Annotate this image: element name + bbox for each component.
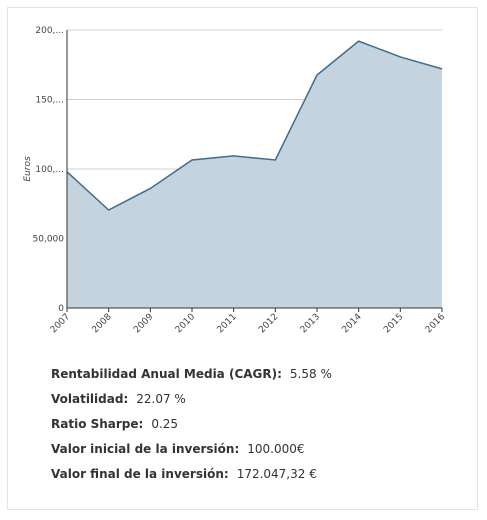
y-axis-label: Euros (23, 156, 33, 182)
y-tick-label: 150,... (35, 96, 64, 106)
stat-label: Ratio Sharpe: (51, 417, 144, 431)
x-tick-label: 2007 (49, 312, 72, 335)
x-tick-label: 2013 (299, 312, 322, 335)
x-tick-label: 2012 (257, 312, 280, 335)
y-tick-label: 200,... (35, 26, 64, 36)
x-tick-label: 2015 (382, 312, 405, 335)
y-tick-label: 0 (58, 304, 64, 314)
stat-row: Valor inicial de la inversión: 100.000€ (51, 439, 332, 464)
stat-label: Rentabilidad Anual Media (CAGR): (51, 367, 282, 381)
x-tick-label: 2016 (424, 312, 447, 335)
stat-row: Rentabilidad Anual Media (CAGR): 5.58 % (51, 364, 332, 389)
stat-row: Valor final de la inversión: 172.047,32 € (51, 464, 332, 489)
stat-row: Ratio Sharpe: 0.25 (51, 414, 332, 439)
x-tick-label: 2008 (91, 312, 114, 335)
stat-label: Valor final de la inversión: (51, 467, 229, 481)
stat-label: Valor inicial de la inversión: (51, 442, 240, 456)
stat-value: 172.047,32 € (236, 467, 317, 481)
stat-value: 0.25 (151, 417, 179, 431)
panel (7, 7, 478, 510)
x-tick-label: 2010 (174, 312, 197, 335)
area (67, 41, 442, 309)
y-tick-label: 50,000 (33, 235, 65, 245)
x-tick-label: 2009 (132, 312, 155, 335)
stats: Rentabilidad Anual Media (CAGR): 5.58 % Vo… (51, 364, 332, 489)
chart: Euros 0 50,000 100,... 150,... 200,... 2007 20… (23, 26, 447, 335)
y-tick-label: 100,... (35, 165, 64, 175)
line (66, 40, 443, 211)
stat-value: 22.07 % (136, 392, 186, 406)
stat-label: Volatilidad: (51, 392, 129, 406)
stat-value: 5.58 % (289, 367, 332, 381)
x-tick-label: 2011 (216, 312, 239, 335)
stat-row: Volatilidad: 22.07 % (51, 389, 332, 414)
x-tick-label: 2014 (341, 312, 364, 335)
stat-value: 100.000€ (247, 442, 305, 456)
